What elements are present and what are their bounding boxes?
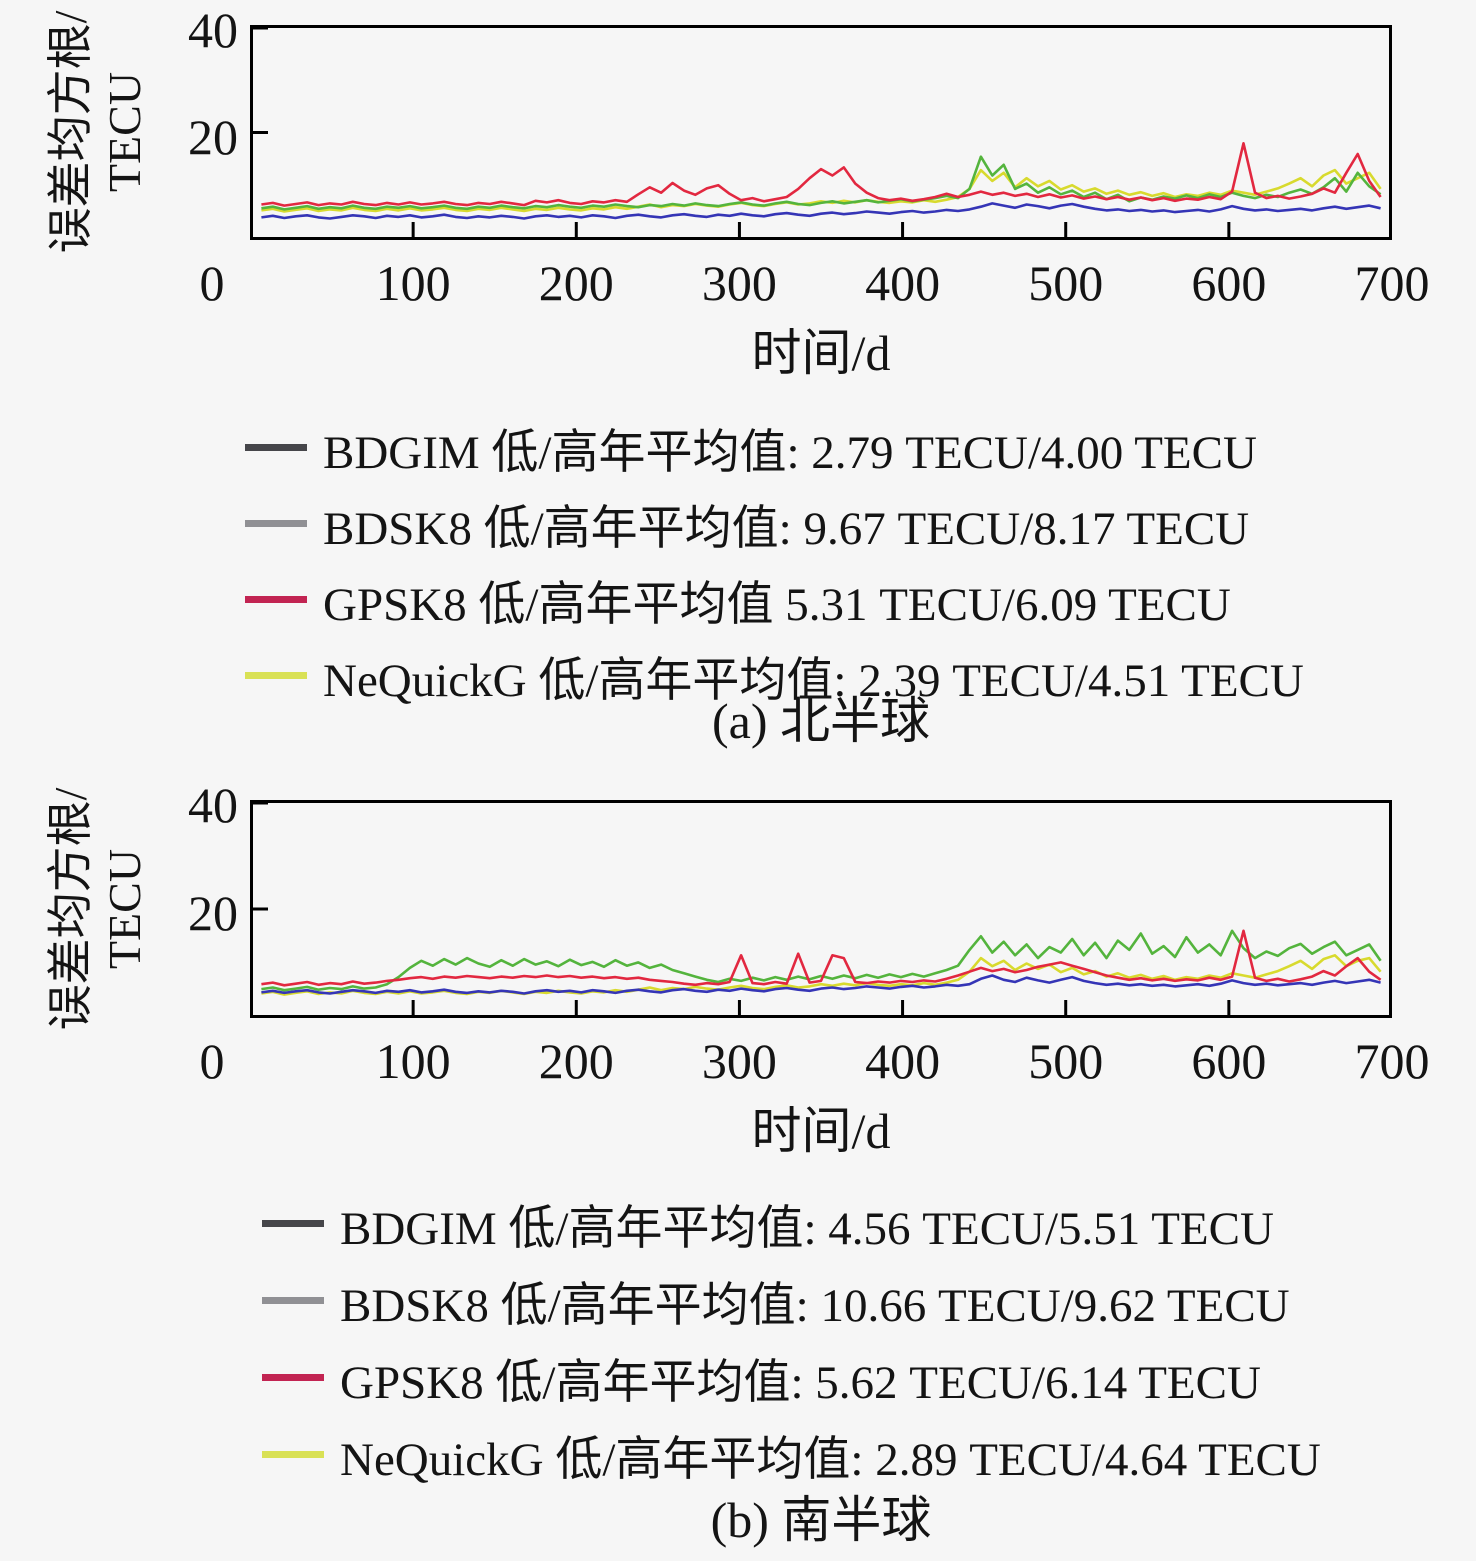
- x-tick-label-300: 300: [701, 1033, 777, 1089]
- legend-swatch-gpsk8: [262, 1373, 324, 1381]
- y-tick-label-b-40: 40: [188, 777, 238, 833]
- x-axis-label-a: 时间/d: [751, 325, 891, 381]
- x-tick-label-0: 0: [199, 255, 225, 311]
- x-tick-label-600: 600: [1191, 1033, 1267, 1089]
- legend-swatch-bdgim: [262, 1219, 324, 1227]
- x-tick-label-700: 700: [1354, 1033, 1430, 1089]
- x-tick-label-200: 200: [538, 1033, 614, 1089]
- y-tick-label-b-20: 20: [188, 885, 238, 941]
- legend-item-gpsk8: GPSK8 低/高年平均值 5.31 TECU/6.09 TECU: [245, 564, 1304, 634]
- legend-label-bdgim: BDGIM 低/高年平均值: 4.56 TECU/5.51 TECU: [340, 1202, 1274, 1255]
- legend-item-bdsk8: BDSK8 低/高年平均值: 10.66 TECU/9.62 TECU: [262, 1265, 1321, 1335]
- x-tick-labels-b: 0 100 200 300 400 500 600 700: [0, 1034, 1476, 1090]
- legend-item-bdgim: BDGIM 低/高年平均值: 4.56 TECU/5.51 TECU: [262, 1188, 1321, 1258]
- x-tick-label-200: 200: [538, 255, 614, 311]
- x-tick-label-0: 0: [199, 1033, 225, 1089]
- legend-label-nequickg: NeQuickG 低/高年平均值: 2.39 TECU/4.51 TECU: [323, 654, 1304, 707]
- legend-label-bdsk8: BDSK8 低/高年平均值: 9.67 TECU/8.17 TECU: [323, 502, 1250, 555]
- legend-b: BDGIM 低/高年平均值: 4.56 TECU/5.51 TECU BDSK8 …: [262, 1188, 1321, 1496]
- legend-item-nequickg: NeQuickG 低/高年平均值: 2.89 TECU/4.64 TECU: [262, 1419, 1321, 1489]
- x-tick-label-300: 300: [701, 255, 777, 311]
- legend-swatch-bdsk8: [262, 1296, 324, 1304]
- x-axis-label-b: 时间/d: [751, 1103, 891, 1159]
- x-tick-label-400: 400: [865, 1033, 941, 1089]
- x-tick-label-600: 600: [1191, 255, 1267, 311]
- legend-swatch-gpsk8: [245, 595, 307, 603]
- legend-swatch-nequickg: [262, 1450, 324, 1458]
- x-tick-label-100: 100: [375, 255, 451, 311]
- legend-label-gpsk8: GPSK8 低/高年平均值 5.31 TECU/6.09 TECU: [323, 578, 1231, 631]
- x-tick-label-700: 700: [1354, 255, 1430, 311]
- y-axis-label-a-line1: 误差均方根/: [45, 10, 96, 254]
- plot-area-b: [250, 800, 1392, 1018]
- x-tick-label-500: 500: [1028, 255, 1104, 311]
- plot-area-a: [250, 25, 1392, 240]
- series-line-bdgim: [261, 202, 1381, 220]
- series-line-bdsk8: [261, 929, 1382, 992]
- legend-item-bdsk8: BDSK8 低/高年平均值: 9.67 TECU/8.17 TECU: [245, 488, 1304, 558]
- y-tick-label-a-40: 40: [188, 2, 238, 58]
- legend-item-bdgim: BDGIM 低/高年平均值: 2.79 TECU/4.00 TECU: [245, 412, 1304, 482]
- legend-label-nequickg: NeQuickG 低/高年平均值: 2.89 TECU/4.64 TECU: [340, 1433, 1321, 1486]
- axes-box: [250, 800, 1392, 1018]
- legend-a: BDGIM 低/高年平均值: 2.79 TECU/4.00 TECU BDSK8 …: [245, 412, 1304, 716]
- y-tick-label-a-20: 20: [188, 109, 238, 165]
- legend-item-gpsk8: GPSK8 低/高年平均值: 5.62 TECU/6.14 TECU: [262, 1342, 1321, 1412]
- legend-label-bdgim: BDGIM 低/高年平均值: 2.79 TECU/4.00 TECU: [323, 426, 1257, 479]
- x-tick-labels-a: 0 100 200 300 400 500 600 700: [0, 256, 1476, 312]
- legend-item-nequickg: NeQuickG 低/高年平均值: 2.39 TECU/4.51 TECU: [245, 640, 1304, 710]
- caption-a: (a) 北半球: [712, 693, 930, 749]
- legend-swatch-bdsk8: [245, 519, 307, 527]
- x-tick-label-500: 500: [1028, 1033, 1104, 1089]
- legend-label-gpsk8: GPSK8 低/高年平均值: 5.62 TECU/6.14 TECU: [340, 1356, 1261, 1409]
- series-line-gpsk8: [261, 142, 1382, 207]
- legend-swatch-nequickg: [245, 671, 307, 679]
- legend-swatch-bdgim: [245, 443, 307, 451]
- y-axis-label-b-line1: 误差均方根/: [45, 787, 96, 1031]
- x-tick-label-100: 100: [375, 1033, 451, 1089]
- legend-label-bdsk8: BDSK8 低/高年平均值: 10.66 TECU/9.62 TECU: [340, 1279, 1290, 1332]
- series-line-bdsk8: [261, 155, 1382, 211]
- caption-b: (b) 南半球: [710, 1492, 932, 1548]
- series-line-nequickg: [261, 168, 1382, 213]
- series-line-bdgim: [261, 974, 1381, 995]
- series-line-gpsk8: [261, 929, 1382, 987]
- axes-box: [250, 25, 1392, 240]
- x-tick-label-400: 400: [865, 255, 941, 311]
